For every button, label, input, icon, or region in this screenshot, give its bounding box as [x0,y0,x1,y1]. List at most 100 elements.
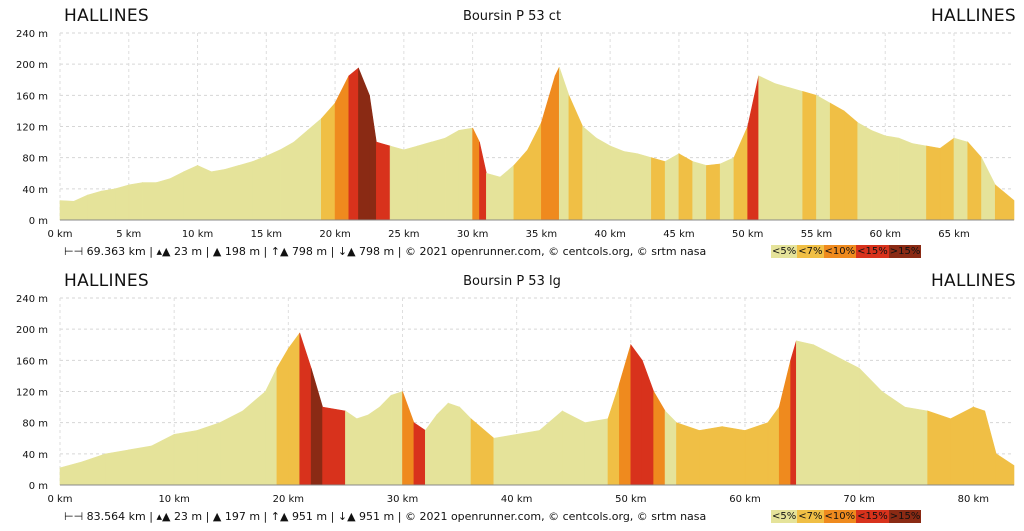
elevation-segment [128,182,143,221]
elevation-segment [898,137,914,221]
legend-lt15: <15% [856,510,889,523]
elevation-segment [676,422,700,486]
x-tick-label: 50 km [732,229,763,240]
elevation-segment [82,453,106,486]
elevation-segment [151,433,175,486]
elevation-segment [816,94,831,221]
elevation-segment [904,406,928,486]
elevation-segment [651,157,666,221]
elevation-segment [59,200,75,221]
elevation-segment [967,141,982,221]
elevation-segment [279,141,295,221]
elevation-segment [444,129,460,221]
elevation-segment [73,194,88,221]
elevation-segment [637,153,652,221]
elevation-segment [431,137,446,221]
elevation-segment [472,127,480,221]
elevation-segment [802,91,817,221]
elevation-segment [459,406,472,486]
x-tick-label: 0 km [47,494,72,505]
elevation-segment [619,344,632,486]
y-tick-label: 240 m [16,29,48,40]
x-tick-label: 20 km [319,229,350,240]
elevation-segment [912,143,927,221]
chart-title: Boursin P 53 lg [463,274,561,289]
x-tick-label: 15 km [251,229,282,240]
elevation-segment [142,182,157,221]
route-stats: ⊢⊣ 83.564 km | ▴▲ 23 m | ▲ 197 m | ↑▲ 95… [64,510,707,523]
elevation-segment [402,391,415,486]
y-tick-label: 80 m [22,154,48,165]
elevation-segment [499,164,515,221]
elevation-segment [321,102,336,221]
legend-gt15: >15% [888,245,922,258]
elevation-panel-1: 0 m 40 m 80 m 120 m 160 m 200 m 240 m 0 km 5 km 1… [0,0,1024,265]
y-tick-label: 120 m [16,123,48,134]
x-tick-label: 10 km [158,494,189,505]
elevation-segment [884,135,900,221]
elevation-segment [100,188,116,221]
end-label: HALLINES [930,6,1016,26]
x-tick-label: 70 km [843,494,874,505]
elevation-segment [733,126,748,221]
elevation-segment [293,129,308,221]
elevation-chart-2: 0 m 40 m 80 m 120 m 160 m 200 m 240 m 0 km 10 km… [16,294,1015,505]
elevation-segment [836,355,860,486]
elevation-segment [266,149,281,221]
descent-icon: ↓▲ [337,510,356,523]
legend-gt15: >15% [888,510,922,523]
grade-legend: <5% <7% <10% <15% >15% [771,510,922,523]
min-altitude-value: 23 m [173,245,203,258]
elevation-segment [307,118,322,221]
elevation-segment [623,151,638,221]
elevation-segment [513,149,528,221]
legend-lt5: <5% [771,510,798,523]
x-tick-label: 10 km [182,229,213,240]
elevation-panel-2: 0 m 40 m 80 m 120 m 160 m 200 m 240 m 0 km 10 km… [0,265,1024,530]
x-tick-label: 60 km [870,229,901,240]
elevation-segment [858,367,883,486]
y-tick-label: 160 m [16,356,48,367]
elevation-segment [470,418,495,486]
elevation-segment [607,383,620,486]
start-label: HALLINES [64,6,150,26]
min-altitude-value: 23 m [173,510,203,523]
descent-value: 798 m [359,245,395,258]
elevation-segment [436,402,449,486]
elevation-segment [721,426,746,486]
ascent-icon: ↑▲ [270,510,289,523]
ascent-value: 951 m [291,510,328,523]
elevation-segment [641,360,654,486]
x-tick-label: 60 km [729,494,760,505]
elevation-segment [678,153,693,221]
x-tick-label: 45 km [663,229,694,240]
x-tick-label: 0 km [47,229,72,240]
elevation-segment [379,394,392,486]
elevation-segment [334,75,350,221]
elevation-segment [219,410,243,486]
elevation-segment [568,95,583,221]
elevation-segment [790,340,797,486]
elevation-segment [778,360,791,486]
elevation-segment [758,75,776,221]
elevation-segment [196,422,221,486]
elevation-segment [939,137,955,221]
y-tick-label: 40 m [22,185,48,196]
min-altitude-icon: ▴▲ [156,510,171,523]
x-tick-label: 20 km [273,494,304,505]
credits: © 2021 openrunner.com, © centcols.org, ©… [404,510,707,523]
elevation-segment [767,406,780,486]
elevation-segment [224,165,240,221]
elevation-segment [169,171,185,221]
y-tick-label: 200 m [16,60,48,71]
max-altitude-icon: ▲ [212,245,222,258]
elevation-segment [981,157,996,221]
elevation-segment [584,418,609,486]
ascent-value: 798 m [291,245,328,258]
elevation-segment [345,410,358,486]
x-tick-label: 80 km [958,494,989,505]
elevation-segment [630,343,643,486]
elevation-segment [857,122,872,221]
elevation-segment [984,410,997,486]
x-tick-label: 40 km [501,494,532,505]
